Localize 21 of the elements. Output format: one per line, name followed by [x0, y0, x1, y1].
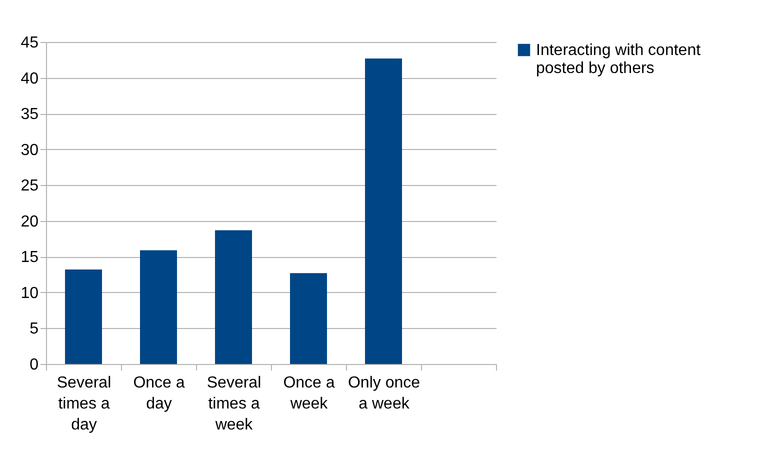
y-tick-label: 20 [20, 213, 39, 230]
bar [365, 58, 402, 364]
y-tick-label: 15 [20, 249, 39, 266]
y-tick-label: 10 [20, 284, 39, 302]
y-tick-label: 25 [20, 178, 39, 195]
x-tick-label: Once a day [133, 374, 185, 412]
y-tick-label: 35 [20, 106, 39, 124]
bar [290, 273, 327, 364]
x-tick-label: Only once a week [348, 374, 420, 412]
y-tick-label: 5 [30, 320, 39, 338]
bar [215, 230, 252, 364]
legend-label: Interacting with content posted by others [536, 42, 702, 77]
bar [140, 250, 177, 364]
x-tick-label: Once a week [283, 374, 335, 412]
y-tick-label: 40 [20, 70, 39, 88]
y-tick-label: 0 [30, 356, 39, 374]
x-tick-label: Several times a week [206, 374, 262, 434]
x-tick-label: Several times a day [56, 374, 112, 434]
y-tick-label: 30 [20, 142, 39, 159]
bar [65, 270, 102, 364]
y-tick-label: 45 [20, 34, 39, 52]
